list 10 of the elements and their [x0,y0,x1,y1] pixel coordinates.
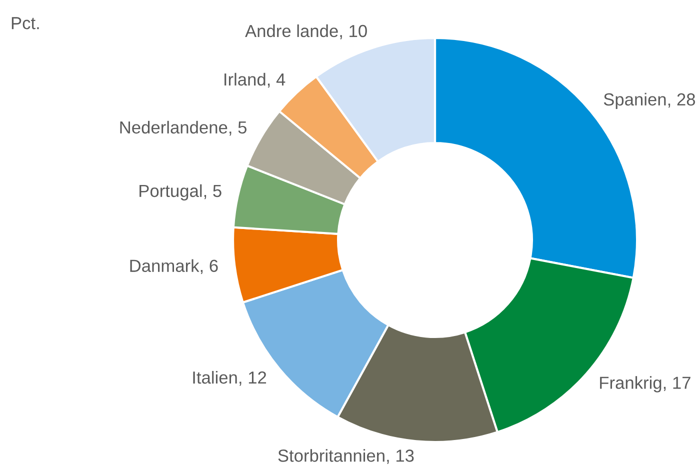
slice-label: Italien, 12 [193,370,266,386]
slice-label: Irland, 4 [224,72,286,88]
slice-label: Nederlandene, 5 [120,120,247,136]
slice-label: Danmark, 6 [130,259,218,274]
text: Pct. [12,17,39,30]
slice-label: Frankrig, 17 [600,376,690,392]
slice-label: Storbritannien, 13 [278,449,414,464]
slice-label: Spanien, 28 [604,92,696,110]
slice-label: Portugal, 5 [140,184,222,200]
slice-label: Andre lande, 10 [245,24,367,40]
